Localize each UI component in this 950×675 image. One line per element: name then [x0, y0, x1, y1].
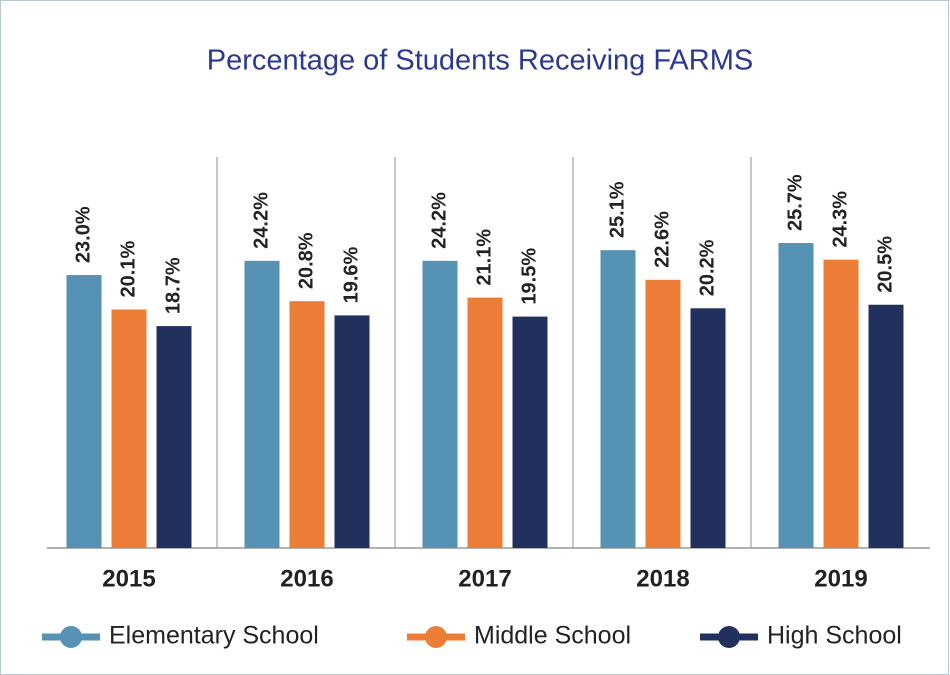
- x-tick-label: 2016: [280, 565, 333, 592]
- data-label: 25.1%: [606, 181, 628, 238]
- data-label: 20.2%: [696, 239, 718, 296]
- data-label: 25.7%: [784, 174, 806, 231]
- x-tick-label: 2019: [814, 565, 867, 592]
- data-label: 24.2%: [250, 192, 272, 249]
- legend-marker: [60, 626, 82, 648]
- legend-marker: [425, 626, 447, 648]
- chart-title: Percentage of Students Receiving FARMS: [207, 45, 753, 77]
- data-label: 19.6%: [340, 246, 362, 303]
- bar: [156, 326, 192, 548]
- legend-label: High School: [767, 622, 902, 650]
- data-label: 24.2%: [428, 192, 450, 249]
- x-tick-label: 2015: [102, 565, 155, 592]
- bar: [868, 304, 904, 548]
- data-label: 20.8%: [295, 232, 317, 289]
- bar: [244, 260, 280, 548]
- data-label: 22.6%: [651, 211, 673, 268]
- bar: [600, 250, 636, 548]
- data-label: 20.5%: [874, 236, 896, 293]
- data-label: 18.7%: [162, 257, 184, 314]
- bar: [334, 315, 370, 548]
- bar: [778, 243, 814, 548]
- bar: [289, 301, 325, 548]
- bar: [690, 308, 726, 548]
- bar: [823, 259, 859, 548]
- bar: [645, 279, 681, 548]
- data-label: 23.0%: [72, 206, 94, 263]
- bar: [66, 275, 102, 548]
- data-label: 19.5%: [518, 248, 540, 305]
- legend-label: Elementary School: [109, 622, 319, 650]
- x-tick-label: 2017: [458, 565, 511, 592]
- bar: [512, 316, 548, 548]
- bar: [467, 297, 503, 548]
- data-label: 24.3%: [829, 191, 851, 248]
- bar: [111, 309, 147, 548]
- data-label: 20.1%: [117, 241, 139, 298]
- bar: [422, 260, 458, 548]
- data-label: 21.1%: [473, 229, 495, 286]
- legend-marker: [718, 626, 740, 648]
- legend-label: Middle School: [474, 622, 631, 650]
- x-tick-label: 2018: [636, 565, 689, 592]
